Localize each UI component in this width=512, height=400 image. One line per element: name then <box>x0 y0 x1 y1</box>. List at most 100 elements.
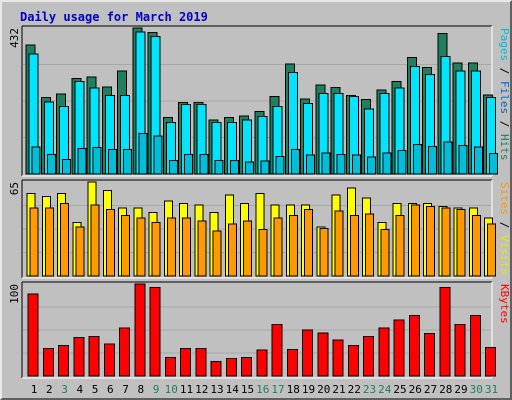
bar-pages-day-31 <box>489 153 498 175</box>
bar-kbytes-day-2 <box>42 347 54 377</box>
bar-sites-day-24 <box>380 229 390 277</box>
bar-kbytes-day-1 <box>27 293 39 377</box>
bar-pages-day-29 <box>458 144 468 175</box>
bar-pages-day-12 <box>199 153 209 175</box>
legend-pages: Pages <box>498 28 511 61</box>
bar-kbytes-day-31 <box>485 346 496 377</box>
bar-pages-day-8 <box>138 132 148 175</box>
x-tick-label-day-17: 17 <box>271 383 284 396</box>
bar-sites-day-20 <box>319 227 329 277</box>
x-tick-label-day-29: 29 <box>454 383 467 396</box>
x-tick-label-day-7: 7 <box>122 383 129 396</box>
x-tick-label-day-12: 12 <box>195 383 208 396</box>
bar-sites-day-22 <box>349 214 359 277</box>
bar-pages-day-21 <box>336 153 346 175</box>
bar-sites-day-13 <box>212 230 222 277</box>
bar-pages-day-10 <box>168 159 178 175</box>
legend-visits: Visits <box>498 235 511 275</box>
bar-sites-day-14 <box>227 223 237 277</box>
bar-pages-day-27 <box>428 145 437 175</box>
x-tick-label-day-1: 1 <box>31 383 38 396</box>
bar-kbytes-day-28 <box>439 287 451 377</box>
bar-sites-day-17 <box>273 217 283 277</box>
bar-kbytes-day-23 <box>363 335 374 377</box>
bar-kbytes-day-21 <box>332 339 344 377</box>
x-tick-label-day-8: 8 <box>137 383 144 396</box>
x-tick-label-day-18: 18 <box>287 383 300 396</box>
legend-separator: / <box>498 114 511 134</box>
bar-kbytes-day-9 <box>149 287 161 377</box>
bar-pages-day-9 <box>153 135 163 175</box>
bar-kbytes-day-7 <box>119 327 130 377</box>
bar-sites-day-28 <box>441 207 451 277</box>
bar-kbytes-day-8 <box>134 283 146 377</box>
bar-pages-day-2 <box>46 153 56 175</box>
bar-sites-day-9 <box>151 221 161 277</box>
x-tick-label-day-21: 21 <box>332 383 345 396</box>
bar-pages-day-16 <box>260 160 270 175</box>
bar-kbytes-day-3 <box>58 345 69 377</box>
bar-sites-day-11 <box>182 217 191 277</box>
bar-kbytes-day-4 <box>73 336 85 377</box>
bar-pages-day-13 <box>214 159 224 175</box>
bar-pages-day-5 <box>92 147 102 175</box>
bar-kbytes-day-18 <box>286 348 298 377</box>
x-tick-label-day-31: 31 <box>485 383 498 396</box>
x-tick-label-day-15: 15 <box>241 383 254 396</box>
bar-pages-day-19 <box>306 154 315 175</box>
bar-sites-day-6 <box>105 208 115 277</box>
legend-kbytes: KBytes <box>498 284 511 324</box>
bar-sites-day-10 <box>166 217 176 277</box>
bar-sites-day-2 <box>44 207 54 277</box>
x-tick-label-day-30: 30 <box>470 383 483 396</box>
bar-sites-day-5 <box>90 204 100 277</box>
bar-kbytes-day-30 <box>469 314 481 377</box>
bar-pages-day-1 <box>31 146 41 175</box>
bar-pages-day-30 <box>473 146 483 175</box>
x-tick-label-day-10: 10 <box>165 383 178 396</box>
bar-pages-day-7 <box>123 149 132 175</box>
x-tick-label-day-2: 2 <box>46 383 53 396</box>
bar-sites-day-15 <box>243 220 252 277</box>
bar-kbytes-day-15 <box>241 357 252 377</box>
bar-pages-day-28 <box>443 141 453 175</box>
bar-sites-day-8 <box>136 217 146 277</box>
x-tick-label-day-27: 27 <box>424 383 437 396</box>
panel-2-y-max-label: 100 <box>8 284 21 304</box>
panel-1-legend: Sites / Visits <box>498 182 511 275</box>
chart-title: Daily usage for March 2019 <box>20 10 208 24</box>
bar-pages-day-23 <box>367 156 376 175</box>
bar-pages-day-11 <box>184 153 193 175</box>
bar-sites-day-12 <box>197 220 207 277</box>
bar-pages-day-24 <box>382 152 392 175</box>
x-tick-label-day-4: 4 <box>76 383 83 396</box>
bar-pages-day-25 <box>397 149 407 175</box>
x-tick-label-day-24: 24 <box>378 383 392 396</box>
bar-sites-day-26 <box>410 204 420 277</box>
bar-kbytes-day-19 <box>302 329 313 377</box>
legend-sites: Sites <box>498 182 511 215</box>
bar-sites-day-16 <box>258 229 268 277</box>
x-tick-label-day-9: 9 <box>153 383 160 396</box>
x-tick-label-day-22: 22 <box>348 383 361 396</box>
legend-separator: / <box>498 61 511 81</box>
bar-sites-day-31 <box>487 223 496 277</box>
bar-sites-day-18 <box>288 214 298 277</box>
bar-sites-day-3 <box>60 203 69 277</box>
bar-sites-day-27 <box>426 206 435 277</box>
panel-2-legend: KBytes <box>498 284 511 324</box>
x-tick-label-day-28: 28 <box>439 383 452 396</box>
bar-pages-day-15 <box>245 161 254 175</box>
bar-sites-day-19 <box>304 208 313 277</box>
x-tick-label-day-19: 19 <box>302 383 315 396</box>
bar-kbytes-day-27 <box>424 333 435 377</box>
x-tick-label-day-26: 26 <box>409 383 422 396</box>
panel-1-y-max-label: 65 <box>8 182 21 195</box>
bar-kbytes-day-22 <box>347 345 359 377</box>
bar-sites-day-4 <box>75 226 85 277</box>
bar-pages-day-17 <box>275 155 285 175</box>
bar-kbytes-day-13 <box>210 360 222 377</box>
bar-kbytes-day-5 <box>88 335 100 377</box>
bar-sites-day-21 <box>334 210 344 277</box>
x-tick-label-day-20: 20 <box>317 383 330 396</box>
